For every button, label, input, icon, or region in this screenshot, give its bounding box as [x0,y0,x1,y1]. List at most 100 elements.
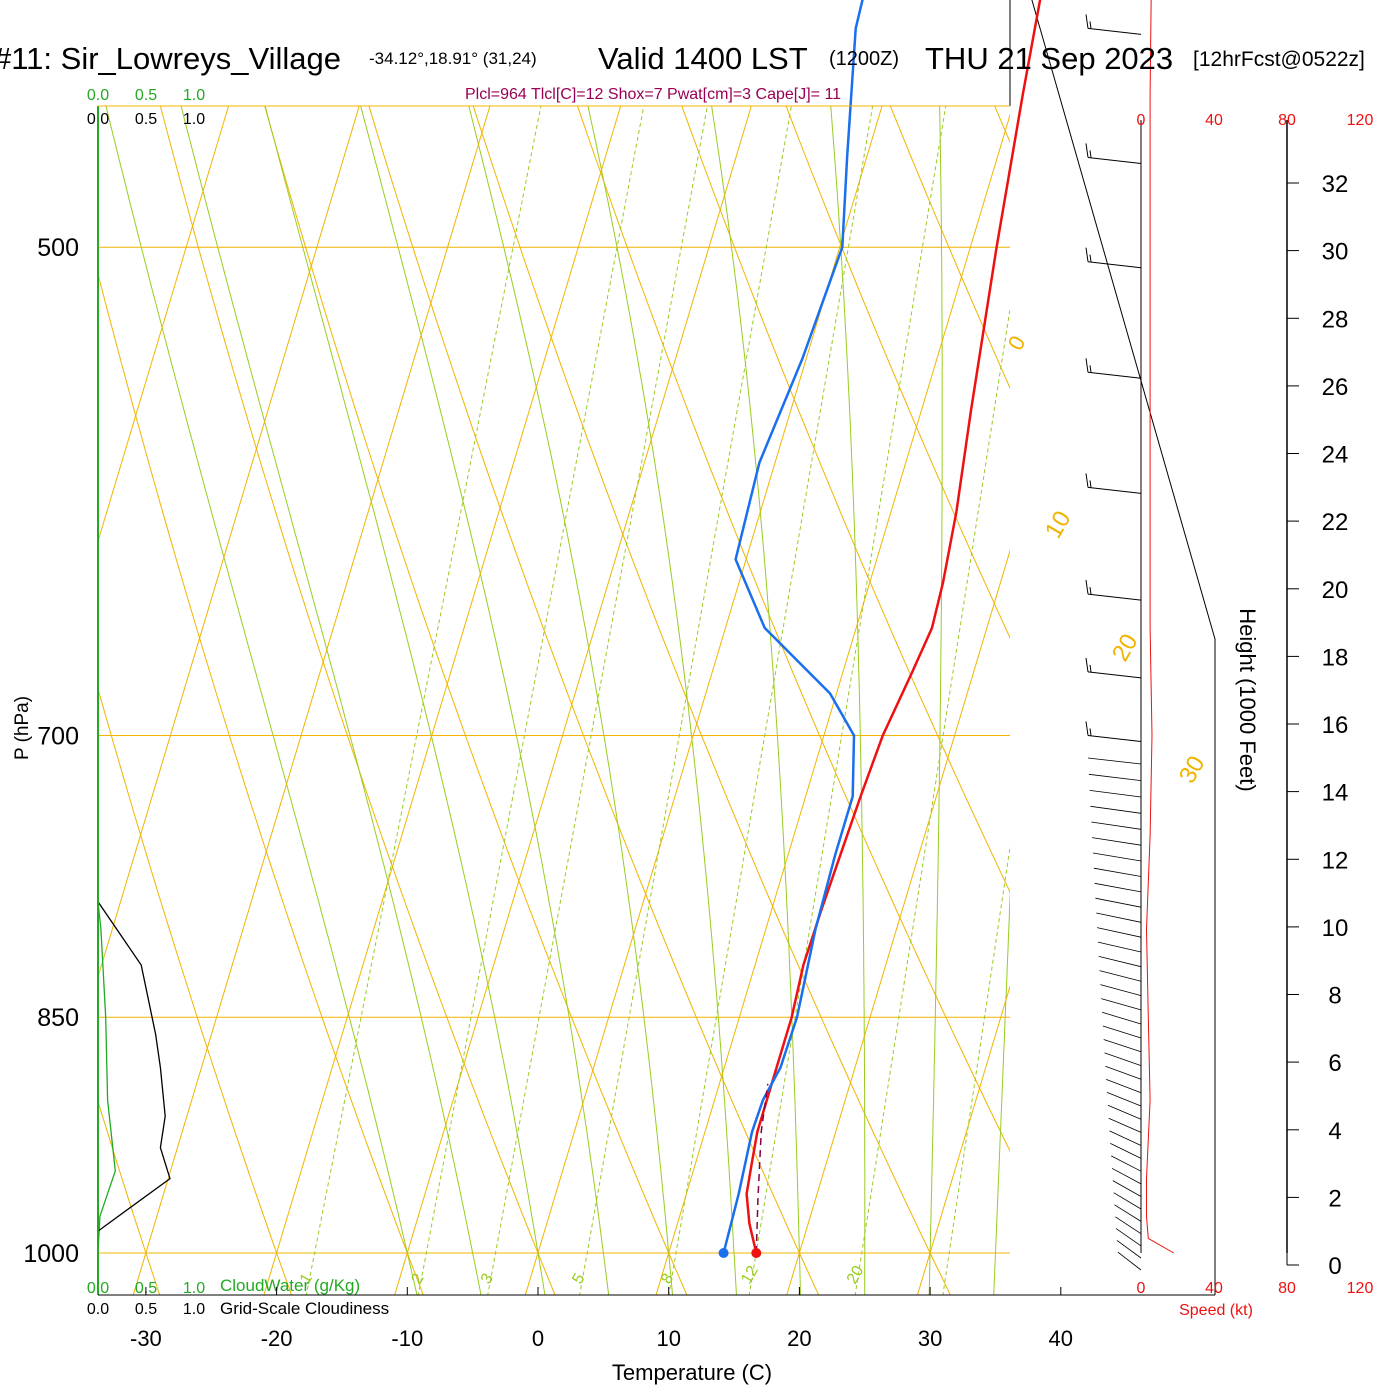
valid-zulu: (1200Z) [829,48,899,70]
mixing-ratio-line [748,106,947,1295]
height-tick-label: 6 [1328,1050,1341,1077]
speed-bottom-tick: 40 [1205,1280,1223,1297]
wind-barb-flag [1085,721,1089,736]
temperature-tick-label: -10 [391,1326,423,1351]
dry-adiabat [98,1100,161,1295]
wind-barb-staff [1111,1167,1142,1185]
wind-barb-staff [1102,1025,1142,1039]
cloudiness-profile [97,901,171,1232]
moist-adiabat [711,106,801,1295]
y-axis-title: P (hPa) [12,696,33,760]
wind-barb-staff [1087,671,1142,679]
temperature-tick-label: 20 [787,1326,811,1351]
wind-barb-staff [1092,837,1142,846]
wind-barb-flag [1085,358,1089,373]
cloudiness-top-tick: 0.5 [135,111,157,128]
forecast-label: [12hrFcst@0522z] [1193,48,1365,71]
dry-adiabat [98,272,424,1295]
dry-adiabat [576,106,1083,1295]
wind-barb-staff [1109,1130,1142,1146]
wind-barb-staff [1101,1011,1142,1025]
wind-barb-staff [1114,1204,1142,1222]
mixing-ratio-line [417,106,645,1295]
moist-adiabat [587,106,737,1295]
header: #11: Sir_Lowreys_Village -34.12°,18.91° … [0,41,1365,103]
wind-barb-staff [1090,805,1142,814]
speed-top-tick: 0 [1137,112,1146,129]
cloud-water-label: CloudWater (g/Kg) [220,1276,360,1295]
wind-barb-staff [1104,1052,1142,1066]
mixing-ratio-line [487,106,708,1295]
moist-adiabat [180,106,482,1295]
wind-barb-half-flag [1089,150,1092,158]
moist-adiabat [105,106,418,1295]
wind-barb-flag [1085,579,1089,595]
cloudiness-bottom-tick: 0.0 [87,1301,109,1318]
indices-line: Plcl=964 Tlcl[C]=12 Shox=7 Pwat[cm]=3 Ca… [465,86,841,103]
pressure-tick-label: 500 [37,234,79,262]
speed-bottom-tick: 120 [1347,1280,1374,1297]
wind-barb-half-flag [1089,586,1092,595]
mixing-ratio-label: 12 [738,1263,762,1287]
dry-adiabat [472,106,951,1295]
wind-barb-half-flag [1089,728,1092,736]
pressure-tick-label: 1000 [23,1240,79,1268]
height-tick-label: 12 [1322,847,1349,874]
moist-adiabat [468,106,674,1295]
surface-temperature-dot [751,1248,762,1258]
isotherm [98,106,230,543]
height-tick-label: 2 [1328,1185,1341,1212]
wind-barb-staff [1088,773,1142,781]
moist-adiabat [830,106,866,1295]
isotherm [1297,0,1400,1338]
station-title: #11: Sir_Lowreys_Village [0,41,341,76]
valid-time: Valid 1400 LST [598,41,808,76]
height-tick-label: 8 [1328,983,1341,1010]
wind-barb-staff [1105,1065,1142,1080]
wind-barb-staff [1096,912,1142,923]
wind-barb-staff [1087,157,1142,164]
height-tick-label: 24 [1322,442,1349,469]
wind-barb-staff [1111,1155,1142,1172]
wind-barb-staff [1112,1180,1142,1197]
x-axis-title: Temperature (C) [612,1360,772,1385]
height-tick-label: 0 [1328,1253,1341,1280]
wind-barb-staff [1099,970,1142,982]
temperature-profile [745,0,1042,1254]
speed-top-tick: 40 [1205,112,1223,129]
mixing-ratio-line [305,106,542,1295]
dry-adiabat [159,106,556,1295]
valid-date: THU 21 Sep 2023 [925,41,1173,76]
height-tick-label: 16 [1322,712,1349,739]
cloud-water-profile [97,901,116,1254]
isotherm [524,106,883,1295]
height-tick-label: 26 [1322,374,1349,401]
wind-speed-profile [1145,0,1175,1254]
cloudiness-label: Grid-Scale Cloudiness [220,1299,389,1318]
pressure-tick-label: 850 [37,1004,79,1032]
wind-barb-staff [1087,261,1142,269]
wind-panel-edge [1009,0,1216,1295]
profiles [718,0,1042,1258]
temperature-tick-label: -20 [261,1326,293,1351]
wind-barb-staff [1101,998,1142,1011]
wind-barb-staff [1095,897,1142,908]
temperature-tick-label: 0 [532,1326,544,1351]
wind-barb-staff [1091,821,1142,830]
cloudiness-top-tick: 1.0 [183,111,205,128]
height-tick-label: 32 [1322,171,1349,198]
speed-bottom-tick: 80 [1278,1280,1296,1297]
wind-barb-staff [1110,1143,1142,1159]
wind-barb-staff [1087,757,1142,765]
wind-barb-staff [1087,27,1142,35]
cloudiness-bottom-tick: 1.0 [183,1301,205,1318]
wind-barb-staff [1097,927,1142,938]
wind-barb-flag [1085,14,1089,29]
wind-barb-staff [1087,371,1142,379]
height-tick-label: 28 [1322,306,1349,333]
wind-barb-staff [1115,1216,1142,1235]
wind-barb-staff [1093,867,1142,877]
cloud-water-top-tick: 0.5 [135,87,157,104]
height-axis-title: Height (1000 Feet) [1235,608,1260,791]
